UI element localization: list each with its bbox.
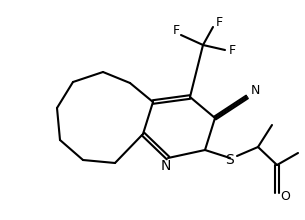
Text: N: N	[161, 159, 171, 173]
Text: F: F	[172, 24, 180, 37]
Text: F: F	[228, 44, 235, 57]
Text: S: S	[226, 153, 234, 167]
Text: N: N	[250, 84, 260, 97]
Text: O: O	[280, 191, 290, 204]
Text: F: F	[215, 16, 223, 29]
